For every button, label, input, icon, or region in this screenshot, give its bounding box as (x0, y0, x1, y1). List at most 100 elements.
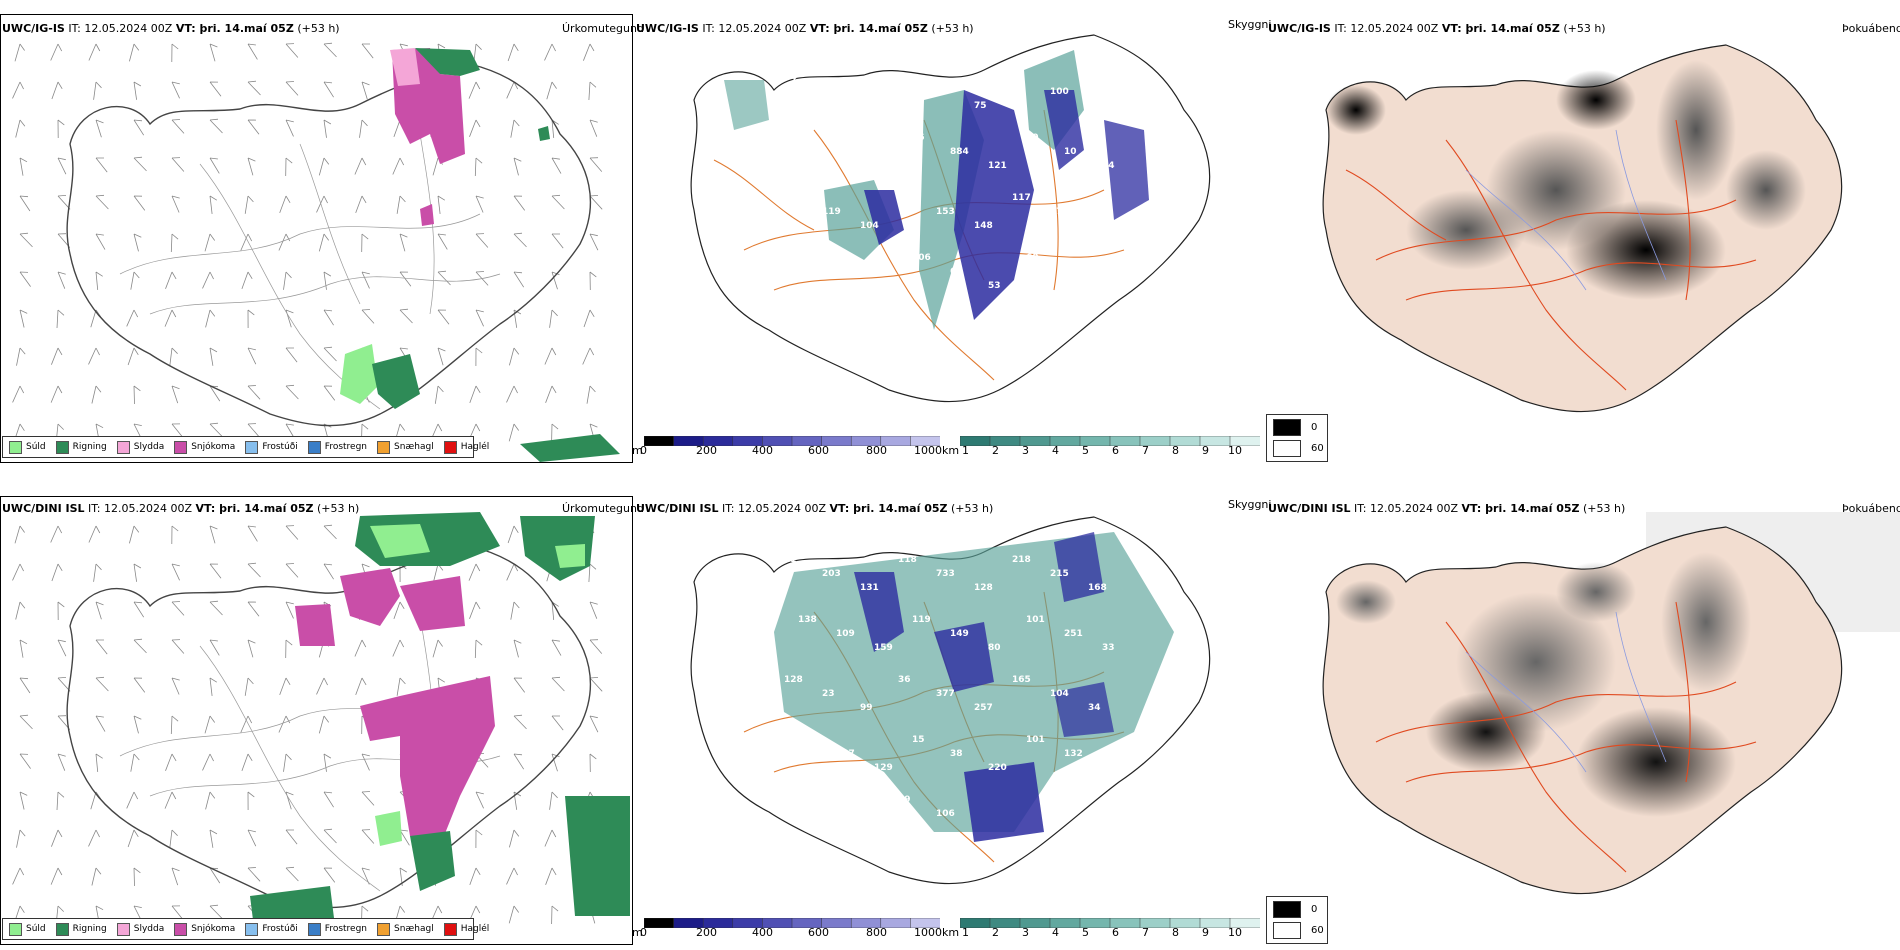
wind-barb (209, 525, 218, 544)
wind-barb (507, 43, 519, 62)
height-colorbar-svg (644, 918, 940, 928)
skyggni-map-bottom: 21 203 131 118 733 128 218 215 168 138 109 159 119 14… (690, 516, 1211, 885)
wind-barb (551, 676, 565, 692)
visibility-tick: 3 (1022, 444, 1029, 457)
visibility-tick: 5 (1082, 444, 1089, 457)
wind-barb (95, 676, 109, 692)
visibility-value-label: 884 (950, 147, 969, 157)
wind-barb (95, 639, 108, 655)
wind-barb (551, 905, 559, 925)
cloud-key-row: 0 (1273, 419, 1317, 436)
wind-barb (133, 156, 147, 172)
wind-barb (361, 233, 369, 253)
row1-header-precip: UWC/IG-IS IT: 12.05.2024 00Z VT: þri. 14… (2, 22, 340, 35)
wind-barb (323, 524, 337, 540)
precip-type-title-top: Úrkomutegund (562, 22, 644, 35)
legend-item: Frostúði (245, 440, 298, 454)
legend-item: Frostregn (307, 440, 367, 454)
wind-barb (551, 639, 562, 656)
wind-barb (171, 157, 185, 172)
wind-barb (506, 867, 518, 885)
wind-barb (588, 563, 597, 583)
wind-barb (432, 639, 443, 658)
lead-time: (+53 h) (317, 502, 360, 515)
skyggni-title-bottom: Skyggni (1228, 498, 1272, 511)
wind-barb (50, 867, 63, 885)
wind-barb (50, 525, 63, 543)
wind-barb (51, 347, 63, 365)
visibility-unit-bottom: km (942, 926, 960, 939)
wind-barb (12, 385, 25, 403)
wind-barb (506, 563, 519, 581)
cloud-key-swatch (1273, 901, 1301, 918)
visibility-value-label: 138 (798, 615, 817, 625)
height-tick: 600 (808, 926, 829, 939)
visibility-value-label: 257 (974, 703, 993, 713)
wind-barb (361, 271, 370, 289)
wind-barb (171, 563, 180, 581)
visibility-colorbar-svg (960, 436, 1260, 446)
height-unit-top: m (632, 444, 643, 457)
wind-barb (209, 677, 218, 696)
wind-barb (205, 309, 216, 328)
visibility-value-label: 96 (912, 133, 925, 143)
wind-barb (171, 195, 180, 213)
wind-barb (506, 81, 519, 99)
cloud-key-top: 0 60 (1266, 414, 1328, 462)
legend-item: Frostúði (245, 922, 298, 936)
height-tick: 0 (640, 444, 647, 457)
wind-barb (475, 829, 483, 849)
legend-item: Súld (9, 440, 46, 454)
visibility-value-label: 733 (936, 569, 955, 579)
wind-barb (165, 753, 177, 771)
wind-barb (469, 385, 481, 404)
legend-swatch (443, 440, 457, 454)
precip-type-legend-top: Súld Rigning Slydda Snjókoma Frostúði Fr… (2, 436, 489, 458)
wind-barb (589, 639, 603, 654)
wind-barb (285, 601, 294, 619)
wind-barb (169, 829, 178, 848)
cloud-key-row: 60 (1273, 440, 1324, 457)
cloud-key-bottom: 0 60 (1266, 896, 1328, 944)
legend-item: Slydda (116, 440, 164, 454)
legend-swatch (245, 922, 259, 936)
visibility-value-label: 149 (950, 629, 969, 639)
visibility-value-label: 159 (874, 643, 893, 653)
precip-type-title-bottom: Úrkomutegund (562, 502, 644, 515)
wind-barb (359, 119, 368, 138)
wind-barb (241, 753, 253, 772)
wind-barb (164, 791, 177, 809)
wind-barb (279, 195, 291, 214)
cloud-key-row: 0 (1273, 901, 1317, 918)
visibility-value-label: 118 (898, 555, 917, 565)
wind-barb (247, 157, 256, 176)
legend-swatch (116, 440, 130, 454)
legend-label: Súld (26, 924, 46, 934)
legend-swatch (307, 440, 321, 454)
wind-barb (355, 677, 367, 696)
visibility-value-label: 10 (1064, 147, 1077, 157)
legend-label: Snjókoma (191, 924, 236, 934)
visibility-tick: 8 (1172, 444, 1179, 457)
wind-barb (589, 271, 597, 291)
visibility-value-label: 111 (798, 133, 817, 143)
wind-barb (285, 829, 298, 845)
wind-barb (551, 753, 560, 772)
wind-barb (171, 119, 185, 134)
height-tick: 200 (696, 444, 717, 457)
visibility-value-label: 80 (1064, 267, 1077, 277)
visibility-colorbar-svg (960, 918, 1260, 928)
wind-barb (544, 347, 557, 365)
wind-barb (56, 791, 65, 811)
visibility-value-label: 66 (950, 267, 963, 277)
legend-swatch (55, 922, 69, 936)
wind-barb (285, 525, 299, 540)
visibility-value-label: 108 (898, 193, 917, 203)
fog-title-top: Þokuábendi (1842, 22, 1900, 35)
wind-barb (127, 829, 139, 848)
wind-barb (583, 309, 595, 328)
wind-barb (19, 714, 33, 730)
init-time: IT: 12.05.2024 00Z (88, 502, 193, 515)
wind-barb (508, 905, 520, 924)
height-tick: 800 (866, 444, 887, 457)
